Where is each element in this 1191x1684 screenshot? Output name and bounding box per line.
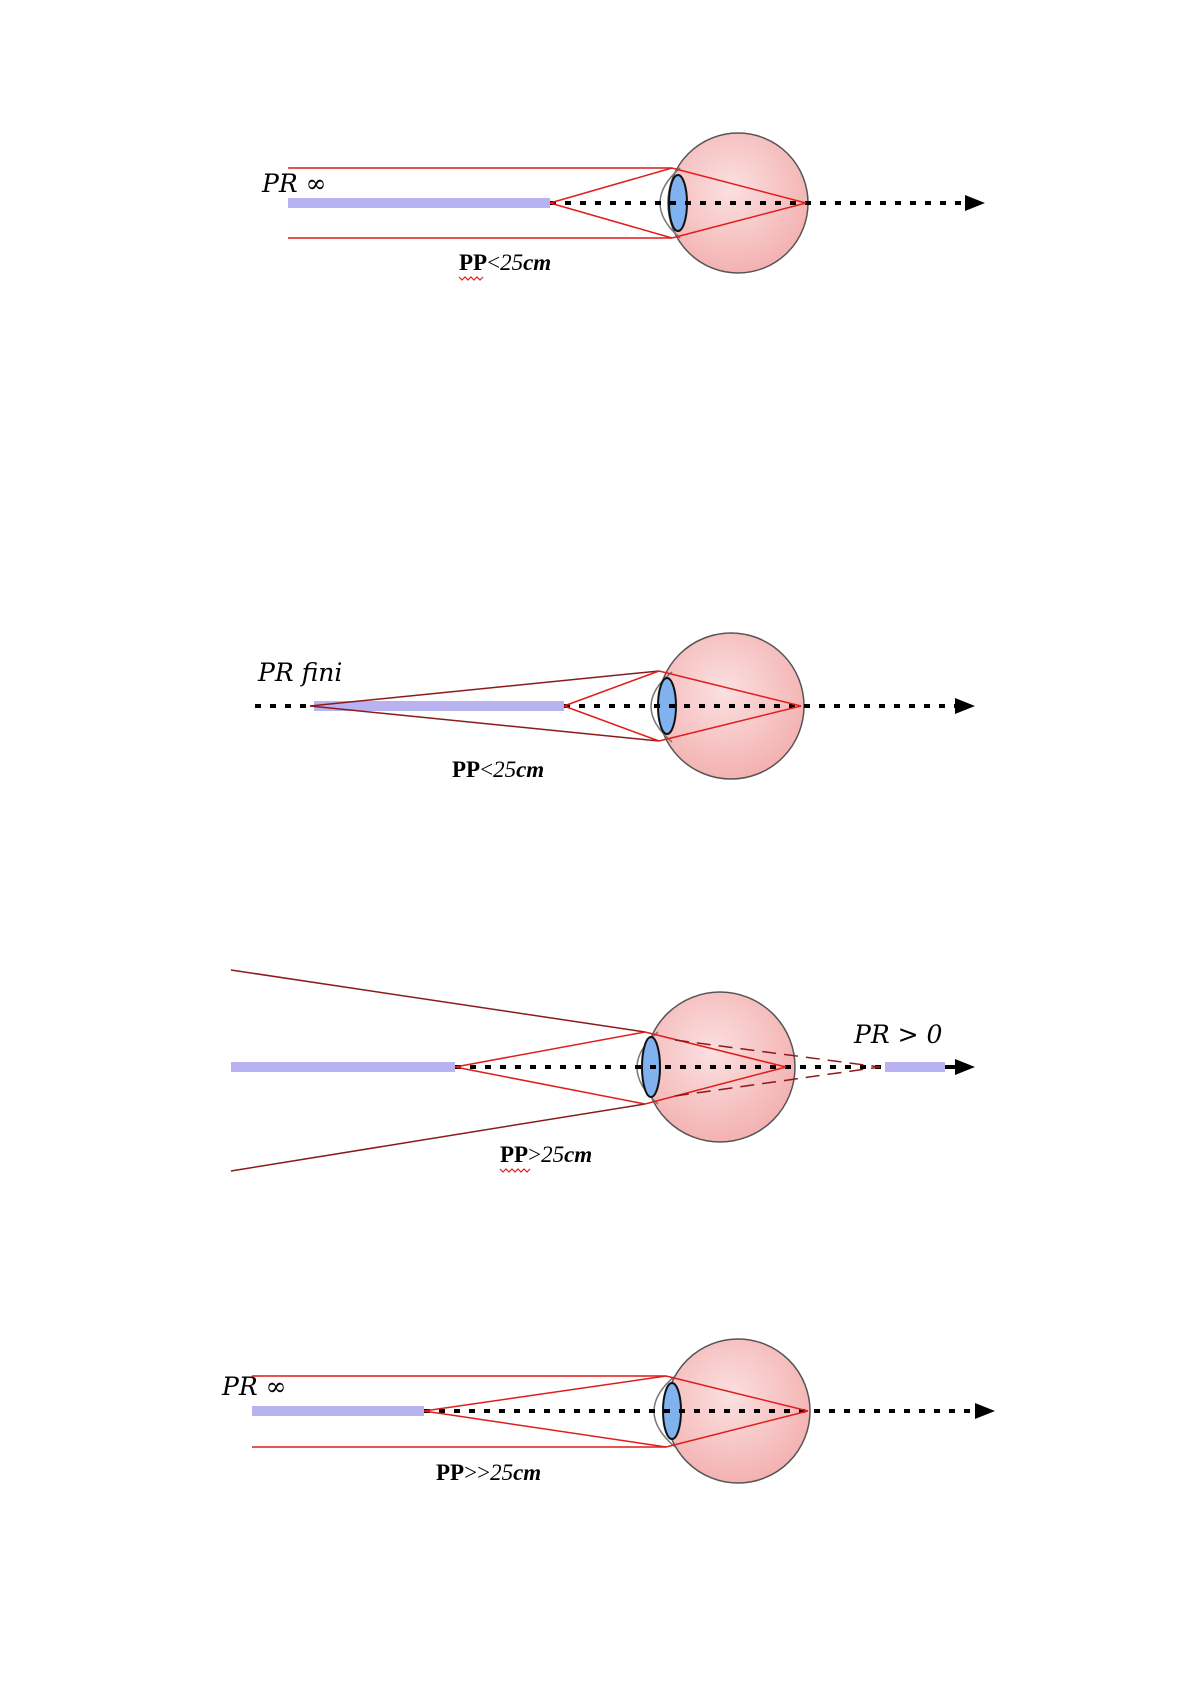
axis-arrowhead [955,698,975,714]
pp-value: 25 [541,1142,564,1167]
pp-unit: cm [523,250,551,275]
pp-value: 25 [500,250,523,275]
pp-unit: cm [564,1142,592,1167]
far-point-bar [885,1062,945,1072]
pp-value: 25 [493,757,516,782]
pp-value: 25 [490,1460,513,1485]
pp-label: PP<25cm [459,250,551,275]
spell-check-underline [458,276,484,281]
axis-arrowhead [955,1059,975,1075]
range-bar [314,701,564,711]
pp-main: PP [436,1460,464,1485]
axis-arrowhead [975,1403,995,1419]
pp-main: PP [459,250,487,275]
range-bar [231,1062,455,1072]
pp-main: PP [500,1142,528,1167]
diagram-normal-eye: PR ∞ PP<25cm [261,132,985,281]
pp-label: PP>>25cm [436,1460,541,1485]
diagram-myopic-eye: PR fini PP<25cm [255,632,975,782]
pp-unit: cm [513,1460,541,1485]
pr-label: PR ∞ [261,169,326,198]
axis-arrowhead [965,195,985,211]
pr-label: PR > 0 [853,1020,942,1049]
light-rays [309,670,802,742]
pp-unit: cm [516,757,544,782]
range-bar [288,198,550,208]
virtual-rays [674,1039,881,1097]
pp-relation: < [480,757,493,782]
light-rays [252,1375,809,1448]
diagram-hyperopic-eye: PR > 0 PP>25cm [230,969,975,1173]
range-bar [252,1406,424,1416]
diagram-presbyopic-eye: PR ∞ PP>>25cm [221,1338,995,1485]
light-rays [230,969,787,1172]
pr-label: PR ∞ [221,1372,286,1401]
pp-relation: >> [464,1460,490,1485]
spell-check-underline [499,1168,531,1173]
pp-main: PP [452,757,480,782]
pp-label: PP>25cm [500,1142,592,1167]
light-rays [288,167,807,239]
pp-relation: < [487,250,500,275]
pp-relation: > [528,1142,541,1167]
pr-label: PR fini [257,658,342,687]
pp-label: PP<25cm [452,757,544,782]
